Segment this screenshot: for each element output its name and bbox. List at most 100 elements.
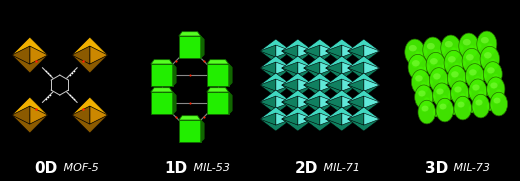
Text: 2D: 2D <box>294 161 318 176</box>
Polygon shape <box>260 56 292 68</box>
Ellipse shape <box>487 77 505 101</box>
Ellipse shape <box>433 83 451 107</box>
Polygon shape <box>260 45 276 57</box>
Polygon shape <box>320 96 336 108</box>
Ellipse shape <box>436 88 444 94</box>
Ellipse shape <box>445 41 453 47</box>
Ellipse shape <box>448 56 456 62</box>
Polygon shape <box>229 64 232 86</box>
Polygon shape <box>12 115 48 133</box>
Ellipse shape <box>459 33 479 59</box>
Polygon shape <box>260 107 292 119</box>
Polygon shape <box>348 90 380 102</box>
Ellipse shape <box>412 60 420 66</box>
Polygon shape <box>326 68 358 80</box>
Polygon shape <box>364 62 380 74</box>
Polygon shape <box>282 73 314 85</box>
Polygon shape <box>72 97 108 115</box>
Polygon shape <box>304 68 336 80</box>
Ellipse shape <box>469 69 477 75</box>
Polygon shape <box>304 51 336 63</box>
Ellipse shape <box>484 52 492 58</box>
Polygon shape <box>348 62 364 74</box>
Polygon shape <box>276 96 292 108</box>
Polygon shape <box>320 62 336 74</box>
Polygon shape <box>276 113 292 125</box>
Polygon shape <box>326 56 358 68</box>
Polygon shape <box>342 79 358 91</box>
Ellipse shape <box>409 45 417 51</box>
Ellipse shape <box>411 70 430 94</box>
Polygon shape <box>260 113 276 125</box>
Ellipse shape <box>423 37 443 63</box>
Polygon shape <box>276 79 292 91</box>
Polygon shape <box>260 51 292 63</box>
Polygon shape <box>282 68 314 80</box>
Polygon shape <box>304 107 336 119</box>
Ellipse shape <box>465 64 484 89</box>
Polygon shape <box>282 102 314 114</box>
Ellipse shape <box>463 39 471 45</box>
Polygon shape <box>179 32 201 36</box>
Ellipse shape <box>454 96 472 120</box>
Ellipse shape <box>439 104 447 110</box>
Polygon shape <box>151 60 173 64</box>
Polygon shape <box>90 46 108 64</box>
Polygon shape <box>298 96 314 108</box>
Polygon shape <box>348 107 380 119</box>
Polygon shape <box>282 56 314 68</box>
Polygon shape <box>173 64 176 86</box>
Polygon shape <box>348 79 364 91</box>
Polygon shape <box>282 119 314 131</box>
Polygon shape <box>12 37 48 55</box>
Ellipse shape <box>462 48 482 74</box>
Ellipse shape <box>490 92 508 116</box>
Polygon shape <box>304 73 336 85</box>
Ellipse shape <box>477 31 497 57</box>
Polygon shape <box>348 113 364 125</box>
Polygon shape <box>348 56 380 68</box>
Bar <box>179 36 201 58</box>
Ellipse shape <box>427 43 435 49</box>
Polygon shape <box>364 96 380 108</box>
Polygon shape <box>326 39 358 51</box>
Ellipse shape <box>415 85 433 109</box>
Polygon shape <box>364 113 380 125</box>
Polygon shape <box>326 62 342 74</box>
Ellipse shape <box>472 84 479 90</box>
Polygon shape <box>72 46 90 64</box>
Ellipse shape <box>458 102 464 108</box>
Polygon shape <box>348 39 380 51</box>
Polygon shape <box>364 45 380 57</box>
Polygon shape <box>282 113 298 125</box>
Polygon shape <box>12 46 30 64</box>
Polygon shape <box>348 68 380 80</box>
Ellipse shape <box>415 75 423 81</box>
Polygon shape <box>201 120 204 142</box>
Polygon shape <box>260 85 292 97</box>
Polygon shape <box>30 46 48 64</box>
Polygon shape <box>298 113 314 125</box>
Polygon shape <box>260 39 292 51</box>
Polygon shape <box>326 73 358 85</box>
Polygon shape <box>282 45 298 57</box>
Polygon shape <box>304 113 320 125</box>
Polygon shape <box>173 92 176 114</box>
Polygon shape <box>304 45 320 57</box>
Ellipse shape <box>426 52 446 78</box>
Polygon shape <box>229 92 232 114</box>
Polygon shape <box>326 45 342 57</box>
Polygon shape <box>326 79 342 91</box>
Ellipse shape <box>451 81 469 105</box>
Text: MOF-5: MOF-5 <box>60 163 99 173</box>
Polygon shape <box>282 96 298 108</box>
Polygon shape <box>326 85 358 97</box>
Polygon shape <box>342 62 358 74</box>
Polygon shape <box>320 45 336 57</box>
Text: 1D: 1D <box>165 161 188 176</box>
Ellipse shape <box>472 94 490 118</box>
Polygon shape <box>298 45 314 57</box>
Polygon shape <box>298 79 314 91</box>
Ellipse shape <box>469 79 487 103</box>
Ellipse shape <box>493 98 501 104</box>
